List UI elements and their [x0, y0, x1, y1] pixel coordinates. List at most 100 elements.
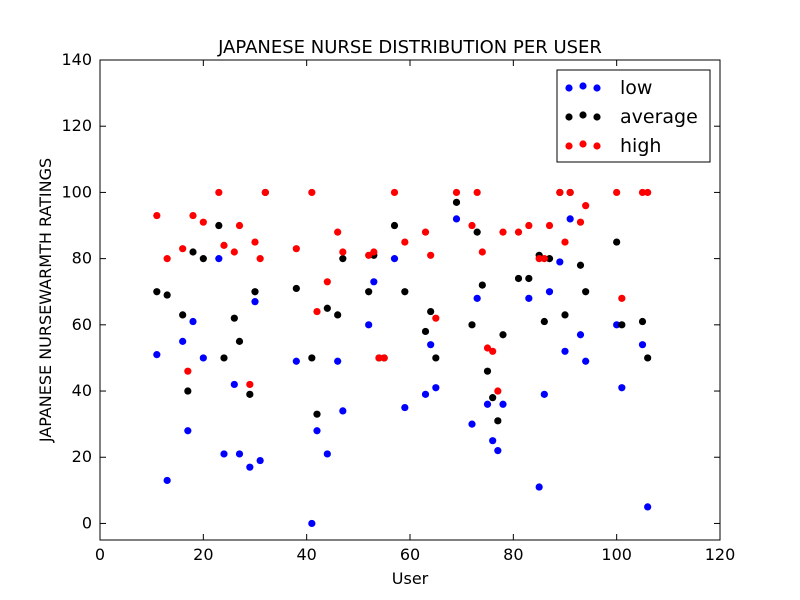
y-axis: 0 20 40 60 80 100 120 140 [61, 50, 720, 532]
data-point-high [292, 245, 300, 253]
data-point-low [390, 255, 399, 263]
data-point-low [401, 403, 409, 412]
data-point-average [199, 255, 207, 263]
data-point-average [468, 321, 476, 329]
data-point-low [540, 390, 548, 398]
data-point-high [261, 188, 269, 197]
data-point-average [189, 248, 197, 256]
data-point-average [514, 274, 523, 283]
data-point-average [618, 321, 626, 329]
data-point-low [251, 298, 259, 306]
data-point-low [292, 357, 300, 365]
data-point-average [540, 317, 548, 326]
data-point-high [561, 238, 569, 246]
series-high [153, 188, 652, 395]
data-point-average [525, 274, 533, 283]
data-point-average [401, 288, 409, 296]
data-point-high [375, 354, 383, 362]
data-point-low [230, 380, 238, 389]
data-point-high [638, 188, 647, 197]
legend-label: high [620, 135, 661, 157]
x-tick-label: 120 [705, 545, 736, 564]
x-tick-label: 80 [503, 545, 523, 564]
data-point-average [478, 281, 486, 289]
data-point-low [473, 294, 481, 302]
legend: low average high [556, 69, 711, 163]
data-point-average [179, 311, 187, 319]
data-point-high [644, 188, 652, 197]
data-point-low [556, 258, 564, 266]
legend-label: average [620, 106, 698, 128]
data-point-low [499, 400, 507, 408]
data-point-low [576, 331, 585, 339]
data-point-average [613, 238, 621, 246]
x-tick-label: 40 [296, 545, 316, 564]
data-point-high [494, 387, 502, 395]
data-point-high [153, 211, 161, 220]
data-point-high [313, 307, 321, 316]
data-point-high [478, 248, 486, 256]
data-point-high [339, 248, 347, 256]
legend-marker [593, 142, 601, 150]
legend-marker [579, 140, 587, 148]
data-point-average [499, 331, 507, 339]
data-point-low [184, 427, 192, 435]
data-point-low [365, 321, 373, 329]
data-point-high [179, 245, 187, 253]
data-point-high [220, 241, 228, 249]
data-point-average [235, 337, 244, 345]
data-point-average [230, 314, 238, 322]
data-point-low [561, 347, 569, 355]
data-point-average [220, 354, 228, 362]
data-point-low [545, 288, 554, 296]
data-point-high [556, 188, 564, 197]
data-point-high [582, 202, 590, 210]
data-point-average [339, 255, 347, 263]
data-point-low [421, 390, 430, 398]
legend-marker [565, 84, 573, 92]
data-point-average [644, 354, 652, 362]
data-point-average [561, 311, 569, 319]
data-point-low [308, 519, 316, 528]
data-point-low [432, 384, 440, 392]
data-point-high [215, 188, 223, 197]
data-point-high [613, 188, 621, 197]
data-point-high [432, 314, 440, 322]
data-point-average [184, 387, 192, 395]
data-point-high [618, 294, 626, 302]
x-axis: 0 20 40 60 80 100 120 [95, 60, 735, 564]
x-tick-label: 60 [400, 545, 420, 564]
data-point-high [540, 255, 548, 263]
data-point-low [256, 456, 264, 465]
data-point-average [246, 390, 254, 398]
data-point-average [313, 410, 321, 418]
data-point-low [189, 317, 197, 326]
data-point-average [390, 221, 399, 230]
legend-item-average: average [565, 106, 698, 128]
y-tick-label: 140 [61, 50, 92, 69]
y-tick-label: 40 [72, 381, 92, 400]
data-point-high [468, 221, 476, 230]
data-point-high [499, 228, 507, 236]
x-tick-label: 20 [193, 545, 213, 564]
data-point-high [483, 344, 492, 352]
data-point-high [427, 251, 435, 259]
y-tick-label: 60 [72, 315, 92, 334]
data-point-high [525, 221, 533, 230]
legend-marker [565, 142, 573, 150]
data-point-average [473, 228, 481, 236]
data-point-average [365, 288, 373, 296]
data-point-low [370, 278, 378, 286]
data-point-high [365, 251, 373, 259]
data-point-average [153, 288, 161, 296]
data-point-average [545, 255, 554, 263]
data-point-low [235, 450, 244, 458]
data-point-average [582, 288, 590, 296]
data-point-low [618, 384, 626, 392]
data-point-average [334, 311, 342, 319]
data-point-average [251, 288, 259, 296]
data-point-low [566, 215, 574, 223]
data-point-low [525, 294, 533, 302]
data-point-low [163, 476, 171, 485]
legend-marker [579, 111, 587, 119]
